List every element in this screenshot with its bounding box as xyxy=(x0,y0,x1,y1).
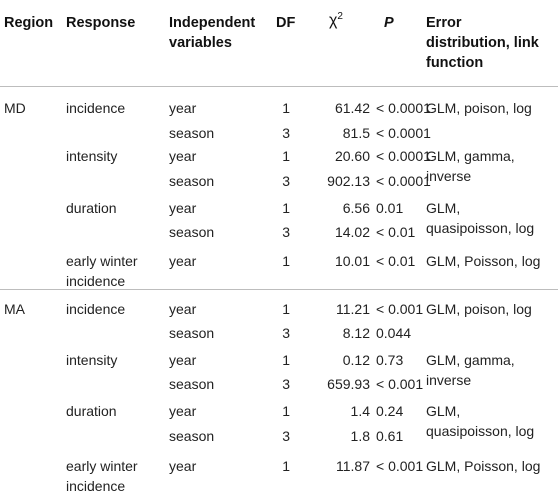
cell-variable: year xyxy=(169,148,197,164)
cell-error-line1: GLM, Poisson, log xyxy=(426,253,541,269)
cell-response: early winter xyxy=(66,458,138,474)
cell-error-line2: quasipoisson, log xyxy=(426,423,535,439)
cell-df: 1 xyxy=(282,200,290,216)
header-response: Response xyxy=(66,15,136,31)
cell-df: 1 xyxy=(282,253,290,269)
cell-df: 1 xyxy=(282,301,290,317)
cell-error-line2: inverse xyxy=(426,372,472,388)
cell-variable: year xyxy=(169,458,197,474)
cell-df: 3 xyxy=(282,376,290,392)
cell-df: 3 xyxy=(282,325,290,341)
header-variables: variables xyxy=(169,35,232,51)
cell-response-line2: incidence xyxy=(66,273,126,289)
cell-region: MA xyxy=(4,301,25,317)
cell-df: 1 xyxy=(282,403,290,419)
cell-chi2: 10.01 xyxy=(334,253,370,269)
header-divider xyxy=(0,86,558,87)
cell-variable: year xyxy=(169,253,197,269)
cell-p: < 0.001 xyxy=(376,376,424,392)
cell-df: 3 xyxy=(282,173,290,189)
cell-variable: season xyxy=(169,125,215,141)
cell-response: intensity xyxy=(66,148,118,164)
cell-p: 0.01 xyxy=(376,200,404,216)
cell-error-line1: GLM, gamma, xyxy=(426,352,515,368)
cell-error-line1: GLM, Poisson, log xyxy=(426,458,541,474)
cell-p: < 0.0001 xyxy=(376,148,431,164)
header-df: DF xyxy=(276,15,296,31)
region-divider xyxy=(0,289,558,290)
cell-response: incidence xyxy=(66,301,126,317)
cell-variable: season xyxy=(169,173,215,189)
cell-response: incidence xyxy=(66,100,126,116)
cell-df: 1 xyxy=(282,100,290,116)
cell-variable: year xyxy=(169,352,197,368)
cell-p: < 0.0001 xyxy=(376,125,431,141)
cell-error-line2: inverse xyxy=(426,168,472,184)
cell-p: 0.73 xyxy=(376,352,404,368)
cell-variable: year xyxy=(169,301,197,317)
cell-chi2: 902.13 xyxy=(327,173,370,189)
cell-variable: year xyxy=(169,403,197,419)
cell-error-line1: GLM, xyxy=(426,200,461,216)
cell-chi2: 11.87 xyxy=(336,458,370,474)
cell-variable: season xyxy=(169,325,215,341)
cell-region: MD xyxy=(4,100,26,116)
header-error-3: function xyxy=(426,55,484,71)
header-independent: Independent xyxy=(169,15,256,31)
cell-p: < 0.01 xyxy=(376,253,416,269)
cell-variable: year xyxy=(169,200,197,216)
cell-chi2: 8.12 xyxy=(342,325,370,341)
header-chi-sup: 2 xyxy=(337,11,343,22)
header-chi-square: χ2 xyxy=(329,11,343,31)
cell-response-line2: incidence xyxy=(66,478,126,494)
cell-response: early winter xyxy=(66,253,138,269)
cell-p: < 0.001 xyxy=(376,301,424,317)
cell-p: < 0.001 xyxy=(376,458,424,474)
cell-p: < 0.0001 xyxy=(376,173,431,189)
cell-chi2: 61.42 xyxy=(334,100,370,116)
cell-chi2: 1.4 xyxy=(350,403,370,419)
cell-chi2: 659.93 xyxy=(327,376,370,392)
cell-chi2: 1.8 xyxy=(350,428,370,444)
header-region: Region xyxy=(4,15,54,31)
cell-df: 1 xyxy=(282,352,290,368)
cell-error-line1: GLM, xyxy=(426,403,461,419)
header-chi-base: χ xyxy=(329,12,338,29)
cell-df: 3 xyxy=(282,224,290,240)
cell-error-line1: GLM, gamma, xyxy=(426,148,515,164)
cell-variable: season xyxy=(169,376,215,392)
cell-p: 0.044 xyxy=(376,325,412,341)
header-p: P xyxy=(384,15,394,31)
cell-response: duration xyxy=(66,200,117,216)
header-error-2: distribution, link xyxy=(426,35,539,51)
cell-df: 1 xyxy=(282,148,290,164)
cell-df: 3 xyxy=(282,428,290,444)
cell-p: 0.61 xyxy=(376,428,404,444)
cell-df: 1 xyxy=(282,458,290,474)
cell-response: intensity xyxy=(66,352,118,368)
cell-chi2: 20.60 xyxy=(334,148,370,164)
cell-chi2: 0.12 xyxy=(342,352,370,368)
cell-chi2: 14.02 xyxy=(334,224,370,240)
header-error-1: Error xyxy=(426,15,462,31)
cell-variable: season xyxy=(169,428,215,444)
cell-error-line2: quasipoisson, log xyxy=(426,220,535,236)
cell-p: < 0.0001 xyxy=(376,100,431,116)
cell-response: duration xyxy=(66,403,117,419)
cell-variable: year xyxy=(169,100,197,116)
cell-chi2: 11.21 xyxy=(336,301,370,317)
cell-error-line1: GLM, poison, log xyxy=(426,301,532,317)
cell-df: 3 xyxy=(282,125,290,141)
cell-variable: season xyxy=(169,224,215,240)
cell-chi2: 81.5 xyxy=(342,125,370,141)
cell-error-line1: GLM, poison, log xyxy=(426,100,532,116)
cell-p: 0.24 xyxy=(376,403,404,419)
cell-chi2: 6.56 xyxy=(342,200,370,216)
cell-p: < 0.01 xyxy=(376,224,416,240)
